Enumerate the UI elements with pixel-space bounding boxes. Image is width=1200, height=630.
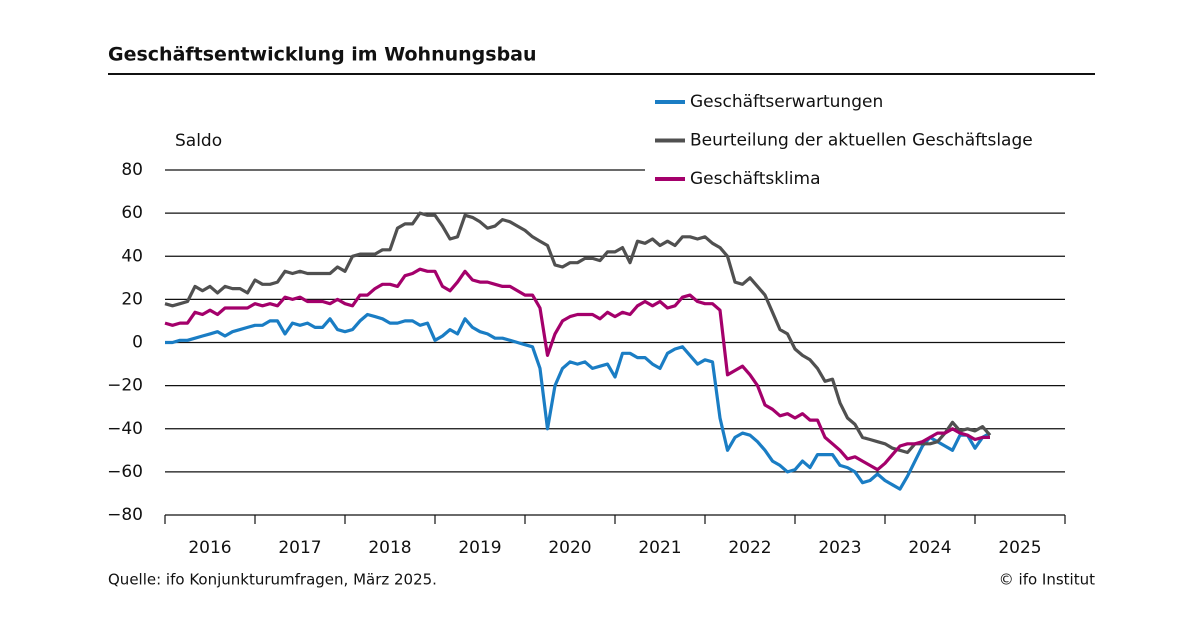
y-tick-label: −80 (107, 505, 143, 525)
series-line (165, 312, 991, 491)
y-tick-label: 0 (132, 333, 143, 353)
credit: © ifo Institut (999, 571, 1095, 589)
chart-title: Geschäftsentwicklung im Wohnungsbau (108, 44, 537, 66)
x-tick-label: 2020 (548, 538, 591, 558)
legend-background (645, 85, 1095, 195)
x-tick-label: 2018 (368, 538, 411, 558)
x-tick-label: 2022 (728, 538, 771, 558)
legend-label: Geschäftsklima (690, 169, 821, 189)
y-tick-label: −20 (107, 376, 143, 396)
x-tick-label: 2017 (278, 538, 321, 558)
legend-label: Beurteilung der aktuellen Geschäftslage (690, 131, 1033, 151)
source: Quelle: ifo Konjunkturumfragen, März 202… (108, 571, 437, 589)
y-axis-label: Saldo (175, 131, 222, 151)
y-tick-label: −60 (107, 462, 143, 482)
x-tick-label: 2016 (188, 538, 231, 558)
legend-label: Geschäftserwartungen (690, 92, 883, 112)
x-tick-label: 2019 (458, 538, 501, 558)
x-tick-label: 2024 (908, 538, 951, 558)
y-tick-label: 20 (121, 289, 143, 309)
series-line (164, 211, 992, 455)
x-tick-label: 2023 (818, 538, 861, 558)
y-tick-label: 40 (121, 246, 143, 266)
series-line (164, 267, 990, 472)
y-tick-label: 80 (121, 160, 143, 180)
y-tick-label: −40 (107, 419, 143, 439)
y-tick-label: 60 (121, 203, 143, 223)
x-tick-label: 2021 (638, 538, 681, 558)
x-tick-label: 2025 (998, 538, 1041, 558)
